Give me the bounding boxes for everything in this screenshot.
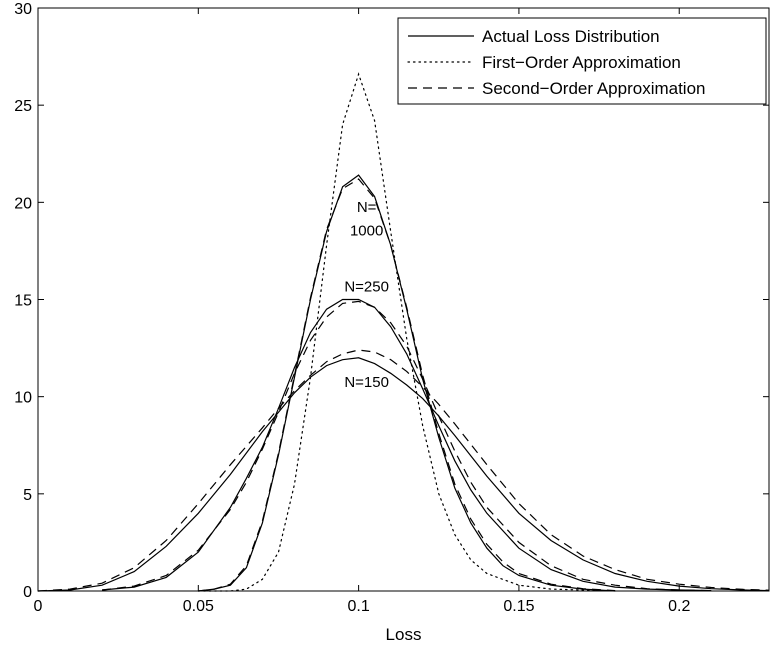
y-tick-label: 10 [14, 390, 32, 407]
y-tick-label: 20 [14, 195, 32, 212]
x-tick-label: 0.2 [668, 598, 690, 615]
y-tick-label: 25 [14, 98, 32, 115]
legend-label: Second−Order Approximation [482, 79, 706, 98]
x-tick-label: 0 [34, 598, 43, 615]
curves-layer [37, 72, 770, 592]
legend-label: Actual Loss Distribution [482, 27, 660, 46]
series-line-n-1000-solid [198, 174, 616, 592]
curve-annotation: N=150 [344, 374, 389, 391]
y-tick-label: 15 [14, 293, 32, 310]
y-tick-label: 0 [23, 584, 32, 601]
x-tick-label: 0.05 [183, 598, 214, 615]
y-tick-label: 30 [14, 1, 32, 18]
series-line-n-1000-dashed [198, 178, 616, 592]
axis-ticks [37, 7, 769, 592]
curve-annotation: 1000 [350, 222, 383, 239]
series-line-first-order-dotted [197, 72, 616, 592]
curve-annotations: N= 1000 N=250 N=150 [344, 199, 389, 391]
legend: Actual Loss Distribution First−Order Appr… [397, 17, 767, 105]
curve-annotation: N=250 [344, 279, 389, 296]
series-line-n-250-dashed [102, 300, 712, 592]
x-axis-label: Loss [386, 625, 422, 644]
x-tick-label: 0.1 [347, 598, 369, 615]
series-line-n-150-solid [37, 357, 770, 592]
x-tick-label: 0.15 [503, 598, 534, 615]
series-line-n-250-solid [102, 298, 712, 592]
axis-tick-labels: 0 0.05 0.1 0.15 0.2 0 5 10 15 20 25 30 [14, 1, 690, 615]
curve-annotation: N= [357, 199, 377, 216]
legend-box [397, 17, 767, 105]
legend-label: First−Order Approximation [482, 53, 681, 72]
y-tick-label: 5 [23, 487, 32, 504]
series-line-n-150-dashed [37, 349, 770, 592]
